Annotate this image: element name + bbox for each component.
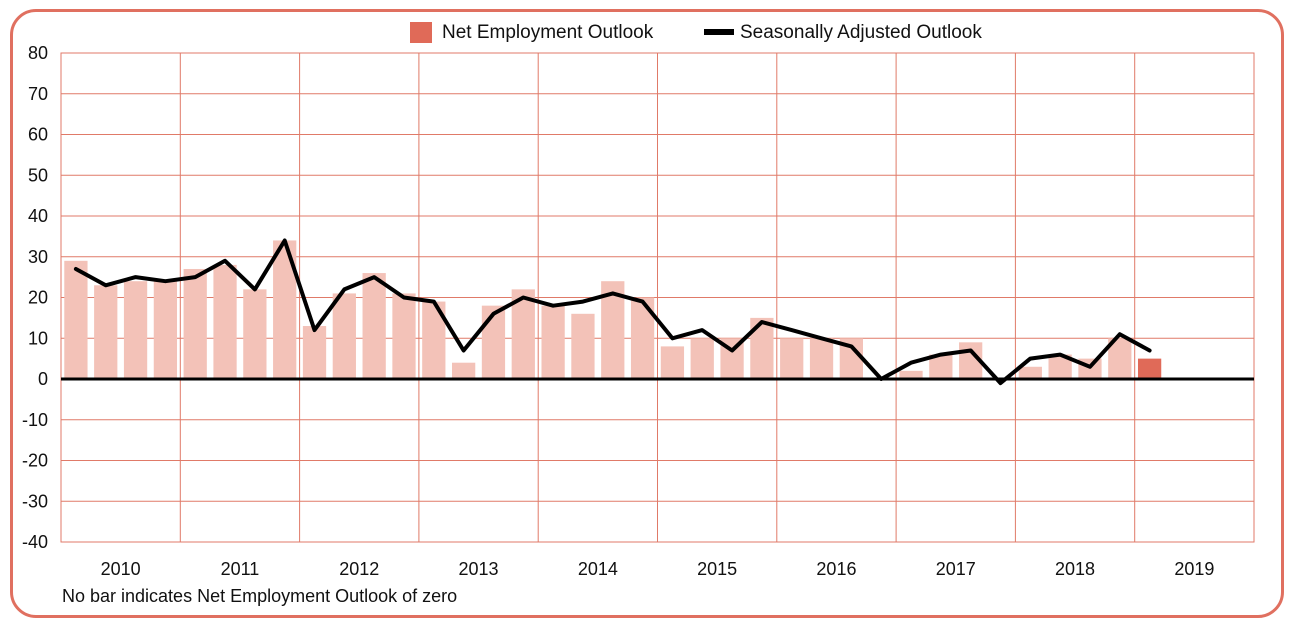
x-tick-label: 2013 bbox=[459, 559, 499, 579]
bar-net-employment-2012-Q4 bbox=[392, 293, 416, 379]
line-series bbox=[73, 238, 1152, 386]
y-tick-label: -30 bbox=[22, 491, 48, 511]
bar-net-employment-2012-Q3 bbox=[362, 273, 386, 379]
bar-net-employment-2016-Q2 bbox=[809, 338, 834, 379]
bar-net-employment-2010-Q1 bbox=[64, 260, 88, 379]
bar-net-employment-2010-Q4 bbox=[153, 281, 178, 379]
y-axis: 80 70 60 50 40 30 20 10 0 -10 -20 -30 -40 bbox=[22, 43, 48, 552]
bar-net-employment-2011-Q3 bbox=[243, 289, 267, 379]
y-tick-label: 80 bbox=[28, 43, 48, 63]
y-tick-label: 10 bbox=[28, 328, 48, 348]
x-tick-label: 2012 bbox=[339, 559, 379, 579]
bar-net-employment-2013-Q1 bbox=[422, 301, 446, 379]
grid bbox=[60, 52, 1255, 543]
bar-net-employment-2016-Q1 bbox=[780, 338, 804, 379]
x-tick-label: 2015 bbox=[697, 559, 737, 579]
bar-net-employment-2012-Q1 bbox=[302, 326, 327, 379]
bar-net-employment-2010-Q2 bbox=[94, 285, 118, 379]
bar-net-employment-2011-Q1 bbox=[183, 268, 207, 379]
x-tick-label: 2019 bbox=[1174, 559, 1214, 579]
x-tick-label: 2014 bbox=[578, 559, 618, 579]
bar-net-employment-2018-Q2 bbox=[1048, 354, 1072, 379]
legend: Net Employment Outlook Seasonally Adjust… bbox=[410, 22, 982, 43]
y-tick-label: 20 bbox=[28, 288, 48, 308]
bar-net-employment-2011-Q2 bbox=[213, 264, 237, 379]
bar-net-employment-2016-Q3 bbox=[839, 338, 863, 379]
bar-net-employment-2014-Q1 bbox=[541, 305, 565, 379]
bar-net-employment-2012-Q2 bbox=[332, 293, 356, 379]
y-tick-label: -10 bbox=[22, 410, 48, 430]
bar-net-employment-2017-Q1 bbox=[899, 370, 923, 379]
y-tick-label: 70 bbox=[28, 84, 48, 104]
x-axis: 2010 2011 2012 2013 2014 2015 2016 2017 2018 2019 bbox=[101, 559, 1215, 579]
bar-net-employment-2014-Q3 bbox=[601, 281, 625, 379]
bar-net-employment-2015-Q2 bbox=[690, 338, 714, 379]
legend-swatch-net-employment bbox=[410, 22, 432, 43]
bar-net-employment-2011-Q4 bbox=[273, 240, 297, 379]
bar-series bbox=[64, 240, 1162, 379]
legend-label-net-employment: Net Employment Outlook bbox=[442, 22, 654, 43]
x-tick-label: 2017 bbox=[936, 559, 976, 579]
bar-net-employment-2014-Q4 bbox=[630, 297, 655, 379]
x-tick-label: 2016 bbox=[816, 559, 856, 579]
bar-net-employment-2015-Q4 bbox=[750, 317, 774, 379]
bar-net-employment-2018-Q4 bbox=[1108, 338, 1132, 379]
legend-label-seasonally-adjusted: Seasonally Adjusted Outlook bbox=[740, 22, 982, 43]
y-tick-label: 0 bbox=[38, 369, 48, 389]
bar-net-employment-2013-Q4 bbox=[511, 289, 535, 379]
x-tick-label: 2018 bbox=[1055, 559, 1095, 579]
bar-net-employment-2013-Q2 bbox=[452, 362, 476, 379]
y-tick-label: 40 bbox=[28, 206, 48, 226]
y-tick-label: 60 bbox=[28, 125, 48, 145]
line-seasonally-adjusted bbox=[73, 238, 1152, 386]
x-tick-label: 2010 bbox=[101, 559, 141, 579]
bar-net-employment-2017-Q2 bbox=[929, 354, 953, 379]
bar-net-employment-2015-Q1 bbox=[660, 346, 685, 379]
bar-net-employment-2019-Q1 bbox=[1137, 358, 1162, 379]
y-tick-label: 50 bbox=[28, 165, 48, 185]
bar-net-employment-2018-Q1 bbox=[1018, 366, 1042, 379]
legend-swatch-seasonally-adjusted bbox=[704, 29, 734, 35]
bar-net-employment-2014-Q2 bbox=[571, 313, 595, 379]
bar-net-employment-2010-Q3 bbox=[123, 281, 148, 379]
x-tick-label: 2011 bbox=[221, 559, 260, 579]
y-tick-label: -40 bbox=[22, 532, 48, 552]
y-tick-label: -20 bbox=[22, 451, 48, 471]
chart-footnote: No bar indicates Net Employment Outlook … bbox=[62, 586, 457, 606]
y-tick-label: 30 bbox=[28, 247, 48, 267]
